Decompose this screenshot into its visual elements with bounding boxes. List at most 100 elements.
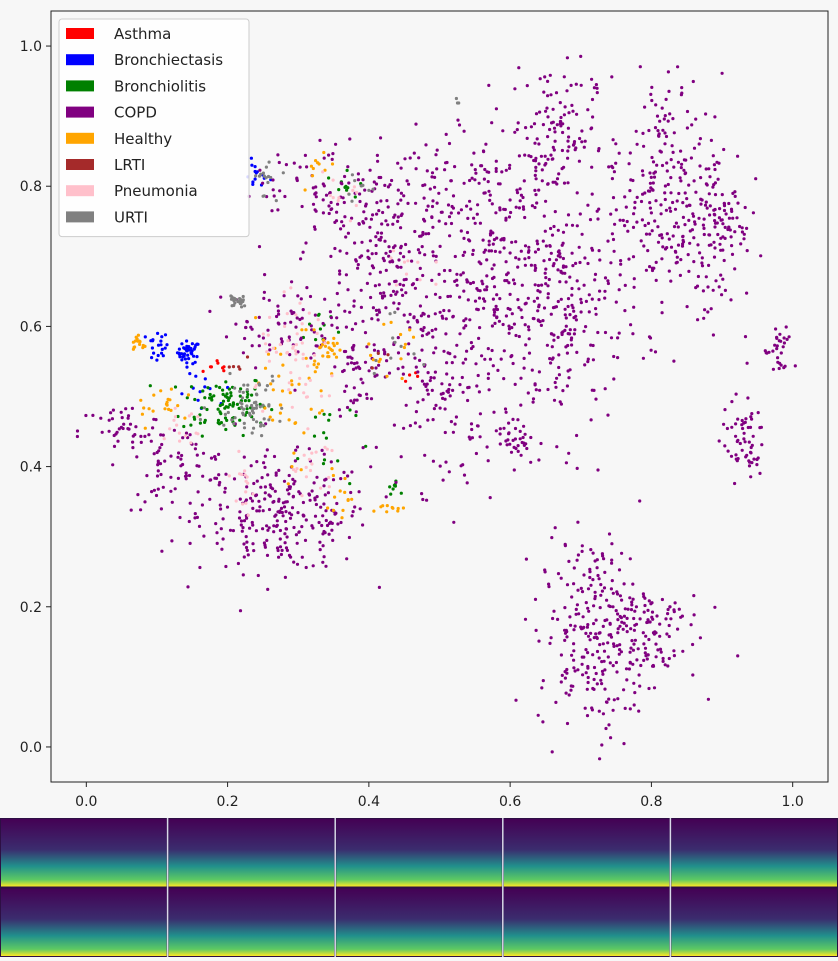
data-point bbox=[315, 475, 319, 479]
data-point bbox=[160, 347, 164, 351]
data-point bbox=[159, 389, 163, 393]
data-point bbox=[217, 483, 221, 487]
data-point bbox=[516, 121, 520, 125]
data-point bbox=[561, 389, 565, 393]
data-point bbox=[181, 436, 185, 440]
data-point bbox=[356, 266, 360, 270]
data-point bbox=[748, 450, 753, 454]
data-point bbox=[462, 289, 466, 293]
data-point bbox=[192, 347, 196, 351]
data-point bbox=[448, 234, 452, 238]
data-point bbox=[565, 56, 570, 60]
data-point bbox=[572, 582, 576, 586]
data-point bbox=[567, 559, 571, 564]
data-point bbox=[498, 250, 502, 254]
data-point bbox=[664, 208, 669, 212]
data-point bbox=[355, 361, 359, 365]
data-point bbox=[616, 627, 620, 631]
data-point bbox=[424, 232, 428, 236]
data-point bbox=[652, 175, 657, 179]
data-point bbox=[313, 415, 318, 419]
data-point bbox=[487, 249, 491, 253]
data-point bbox=[600, 660, 604, 664]
data-point bbox=[609, 212, 613, 216]
data-point bbox=[550, 345, 554, 349]
data-point bbox=[314, 195, 318, 199]
data-point bbox=[213, 455, 217, 459]
data-point bbox=[648, 232, 652, 236]
data-point bbox=[387, 254, 391, 258]
data-point bbox=[201, 389, 205, 393]
data-point bbox=[569, 623, 573, 627]
data-point bbox=[566, 343, 570, 348]
data-point bbox=[721, 222, 725, 226]
series-asthma bbox=[201, 359, 420, 383]
data-point bbox=[399, 198, 403, 202]
data-point bbox=[269, 485, 273, 490]
data-point bbox=[564, 265, 568, 269]
data-point bbox=[353, 398, 357, 402]
data-point bbox=[529, 435, 533, 440]
data-point bbox=[700, 261, 704, 265]
data-point bbox=[666, 182, 670, 187]
data-point bbox=[554, 91, 559, 95]
data-point bbox=[697, 216, 701, 220]
data-point bbox=[249, 496, 253, 500]
data-point bbox=[563, 606, 567, 610]
data-point bbox=[564, 223, 569, 227]
data-point bbox=[324, 193, 329, 197]
data-point bbox=[368, 239, 372, 243]
data-point bbox=[696, 274, 701, 279]
data-point bbox=[618, 273, 622, 277]
data-point bbox=[240, 529, 244, 533]
data-point bbox=[250, 163, 254, 167]
data-point bbox=[318, 548, 322, 552]
data-point bbox=[446, 294, 450, 299]
data-point bbox=[714, 279, 718, 283]
data-point bbox=[228, 403, 232, 407]
data-point bbox=[584, 325, 588, 329]
data-point bbox=[385, 199, 389, 203]
data-point bbox=[527, 328, 531, 332]
data-point bbox=[257, 174, 262, 178]
data-point bbox=[320, 448, 324, 452]
data-point bbox=[358, 192, 362, 196]
data-point bbox=[370, 317, 374, 321]
data-point bbox=[284, 527, 288, 531]
data-point bbox=[749, 415, 753, 419]
data-point bbox=[396, 219, 400, 223]
data-point bbox=[185, 396, 189, 400]
data-point bbox=[346, 355, 350, 359]
data-point bbox=[354, 366, 358, 370]
data-point bbox=[516, 418, 520, 422]
data-point bbox=[267, 418, 271, 422]
data-point bbox=[184, 348, 189, 352]
data-point bbox=[535, 239, 539, 243]
data-point bbox=[245, 407, 249, 411]
data-point bbox=[263, 366, 268, 370]
data-point bbox=[532, 122, 537, 126]
data-point bbox=[330, 323, 334, 327]
data-point bbox=[396, 367, 400, 371]
data-point bbox=[426, 204, 430, 208]
data-point bbox=[344, 349, 348, 354]
data-point bbox=[640, 169, 645, 173]
data-point bbox=[139, 434, 143, 438]
data-point bbox=[376, 231, 380, 235]
data-point bbox=[299, 337, 303, 341]
data-point bbox=[455, 283, 459, 287]
data-point bbox=[360, 254, 364, 258]
data-point bbox=[325, 523, 330, 528]
data-point bbox=[618, 218, 622, 222]
data-point bbox=[723, 444, 727, 448]
data-point bbox=[625, 219, 629, 224]
data-point bbox=[143, 426, 147, 430]
data-point bbox=[689, 623, 693, 627]
data-point bbox=[330, 528, 334, 532]
data-point bbox=[546, 157, 550, 161]
data-point bbox=[423, 253, 427, 257]
data-point bbox=[322, 458, 327, 462]
data-point bbox=[308, 378, 312, 382]
data-point bbox=[221, 517, 225, 521]
data-point bbox=[623, 195, 627, 199]
